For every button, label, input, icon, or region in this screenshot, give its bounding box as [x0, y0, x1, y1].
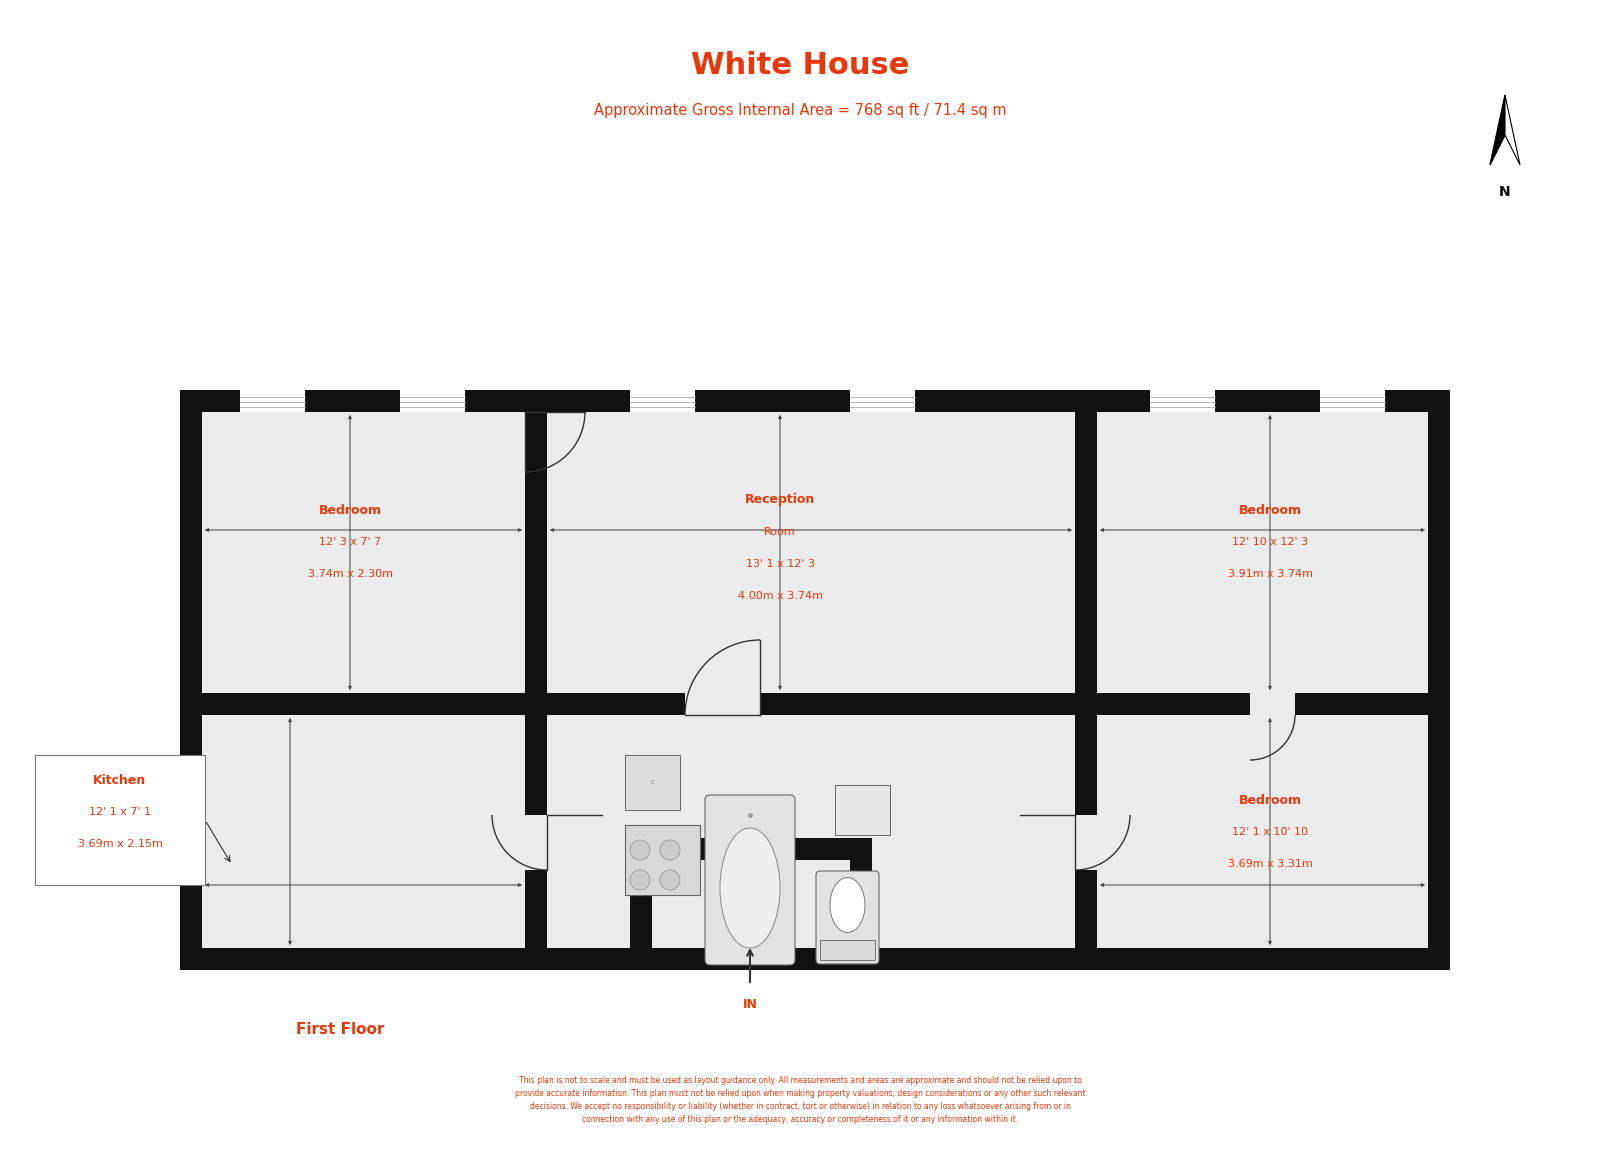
Bar — [400, 390, 466, 412]
Text: 3.91m x 3.74m: 3.91m x 3.74m — [1227, 569, 1312, 579]
Bar — [525, 815, 547, 870]
Bar — [1429, 715, 1450, 970]
Bar — [179, 715, 202, 970]
Text: 3.74m x 2.30m: 3.74m x 2.30m — [307, 569, 392, 579]
Bar — [850, 860, 872, 948]
Bar — [1075, 715, 1098, 970]
Text: Bedroom: Bedroom — [318, 504, 381, 516]
Polygon shape — [1506, 95, 1520, 165]
Bar — [630, 860, 653, 948]
Bar — [202, 390, 525, 693]
Bar — [872, 715, 1075, 948]
Text: Approximate Gross Internal Area = 768 sq ft / 71.4 sq m: Approximate Gross Internal Area = 768 sq… — [594, 103, 1006, 118]
Bar — [835, 785, 890, 835]
Bar — [1098, 390, 1429, 693]
Text: 12' 1 x 10' 10: 12' 1 x 10' 10 — [1232, 827, 1309, 837]
Bar — [240, 390, 306, 412]
Bar — [202, 715, 525, 948]
Ellipse shape — [720, 828, 781, 948]
Bar — [630, 839, 872, 860]
Bar — [547, 948, 1075, 970]
Bar — [179, 693, 1450, 715]
Bar — [626, 825, 701, 895]
Text: First Floor: First Floor — [296, 1022, 384, 1037]
Bar — [685, 693, 760, 715]
Circle shape — [661, 870, 680, 891]
Bar — [179, 390, 1450, 412]
Bar — [1250, 693, 1294, 715]
Bar — [1429, 390, 1450, 715]
Circle shape — [630, 840, 650, 860]
Text: Room: Room — [765, 527, 795, 537]
Text: N: N — [1499, 185, 1510, 199]
Bar — [179, 390, 202, 715]
Text: This plan is not to scale and must be used as layout guidance only. All measurem: This plan is not to scale and must be us… — [515, 1075, 1085, 1124]
Bar — [1150, 390, 1214, 412]
Text: Bedroom: Bedroom — [1238, 793, 1301, 806]
Text: Kitchen: Kitchen — [93, 774, 147, 787]
Bar — [525, 390, 547, 715]
Bar — [819, 940, 875, 960]
Bar — [1098, 715, 1429, 948]
Bar — [1075, 815, 1098, 870]
Bar — [547, 715, 1075, 948]
Bar — [626, 755, 680, 810]
Bar — [547, 390, 1075, 693]
Circle shape — [630, 870, 650, 891]
Text: c: c — [651, 780, 654, 785]
Text: 12' 1 x 7' 1: 12' 1 x 7' 1 — [90, 807, 150, 817]
Text: 12' 3 x 7' 7: 12' 3 x 7' 7 — [318, 537, 381, 547]
Bar — [1075, 390, 1098, 715]
FancyBboxPatch shape — [706, 795, 795, 964]
Text: Bedroom: Bedroom — [1238, 504, 1301, 516]
Text: Reception: Reception — [746, 493, 814, 507]
Bar — [179, 948, 547, 970]
Bar — [1075, 948, 1450, 970]
Bar — [35, 755, 205, 885]
Bar — [1320, 390, 1386, 412]
Text: 3.69m x 3.31m: 3.69m x 3.31m — [1227, 859, 1312, 869]
Text: 13' 1 x 12' 3: 13' 1 x 12' 3 — [746, 559, 814, 569]
Bar — [850, 390, 915, 412]
Text: 12' 10 x 12' 3: 12' 10 x 12' 3 — [1232, 537, 1309, 547]
Bar — [547, 715, 630, 948]
FancyBboxPatch shape — [816, 871, 878, 964]
Polygon shape — [1490, 95, 1506, 165]
Circle shape — [661, 840, 680, 860]
Text: 4.00m x 3.74m: 4.00m x 3.74m — [738, 591, 822, 601]
Text: 3.69m x 2.15m: 3.69m x 2.15m — [77, 839, 163, 849]
Bar — [630, 390, 694, 412]
Ellipse shape — [830, 878, 866, 932]
Text: IN: IN — [742, 999, 757, 1012]
Bar — [525, 715, 547, 970]
Text: White House: White House — [691, 51, 909, 80]
